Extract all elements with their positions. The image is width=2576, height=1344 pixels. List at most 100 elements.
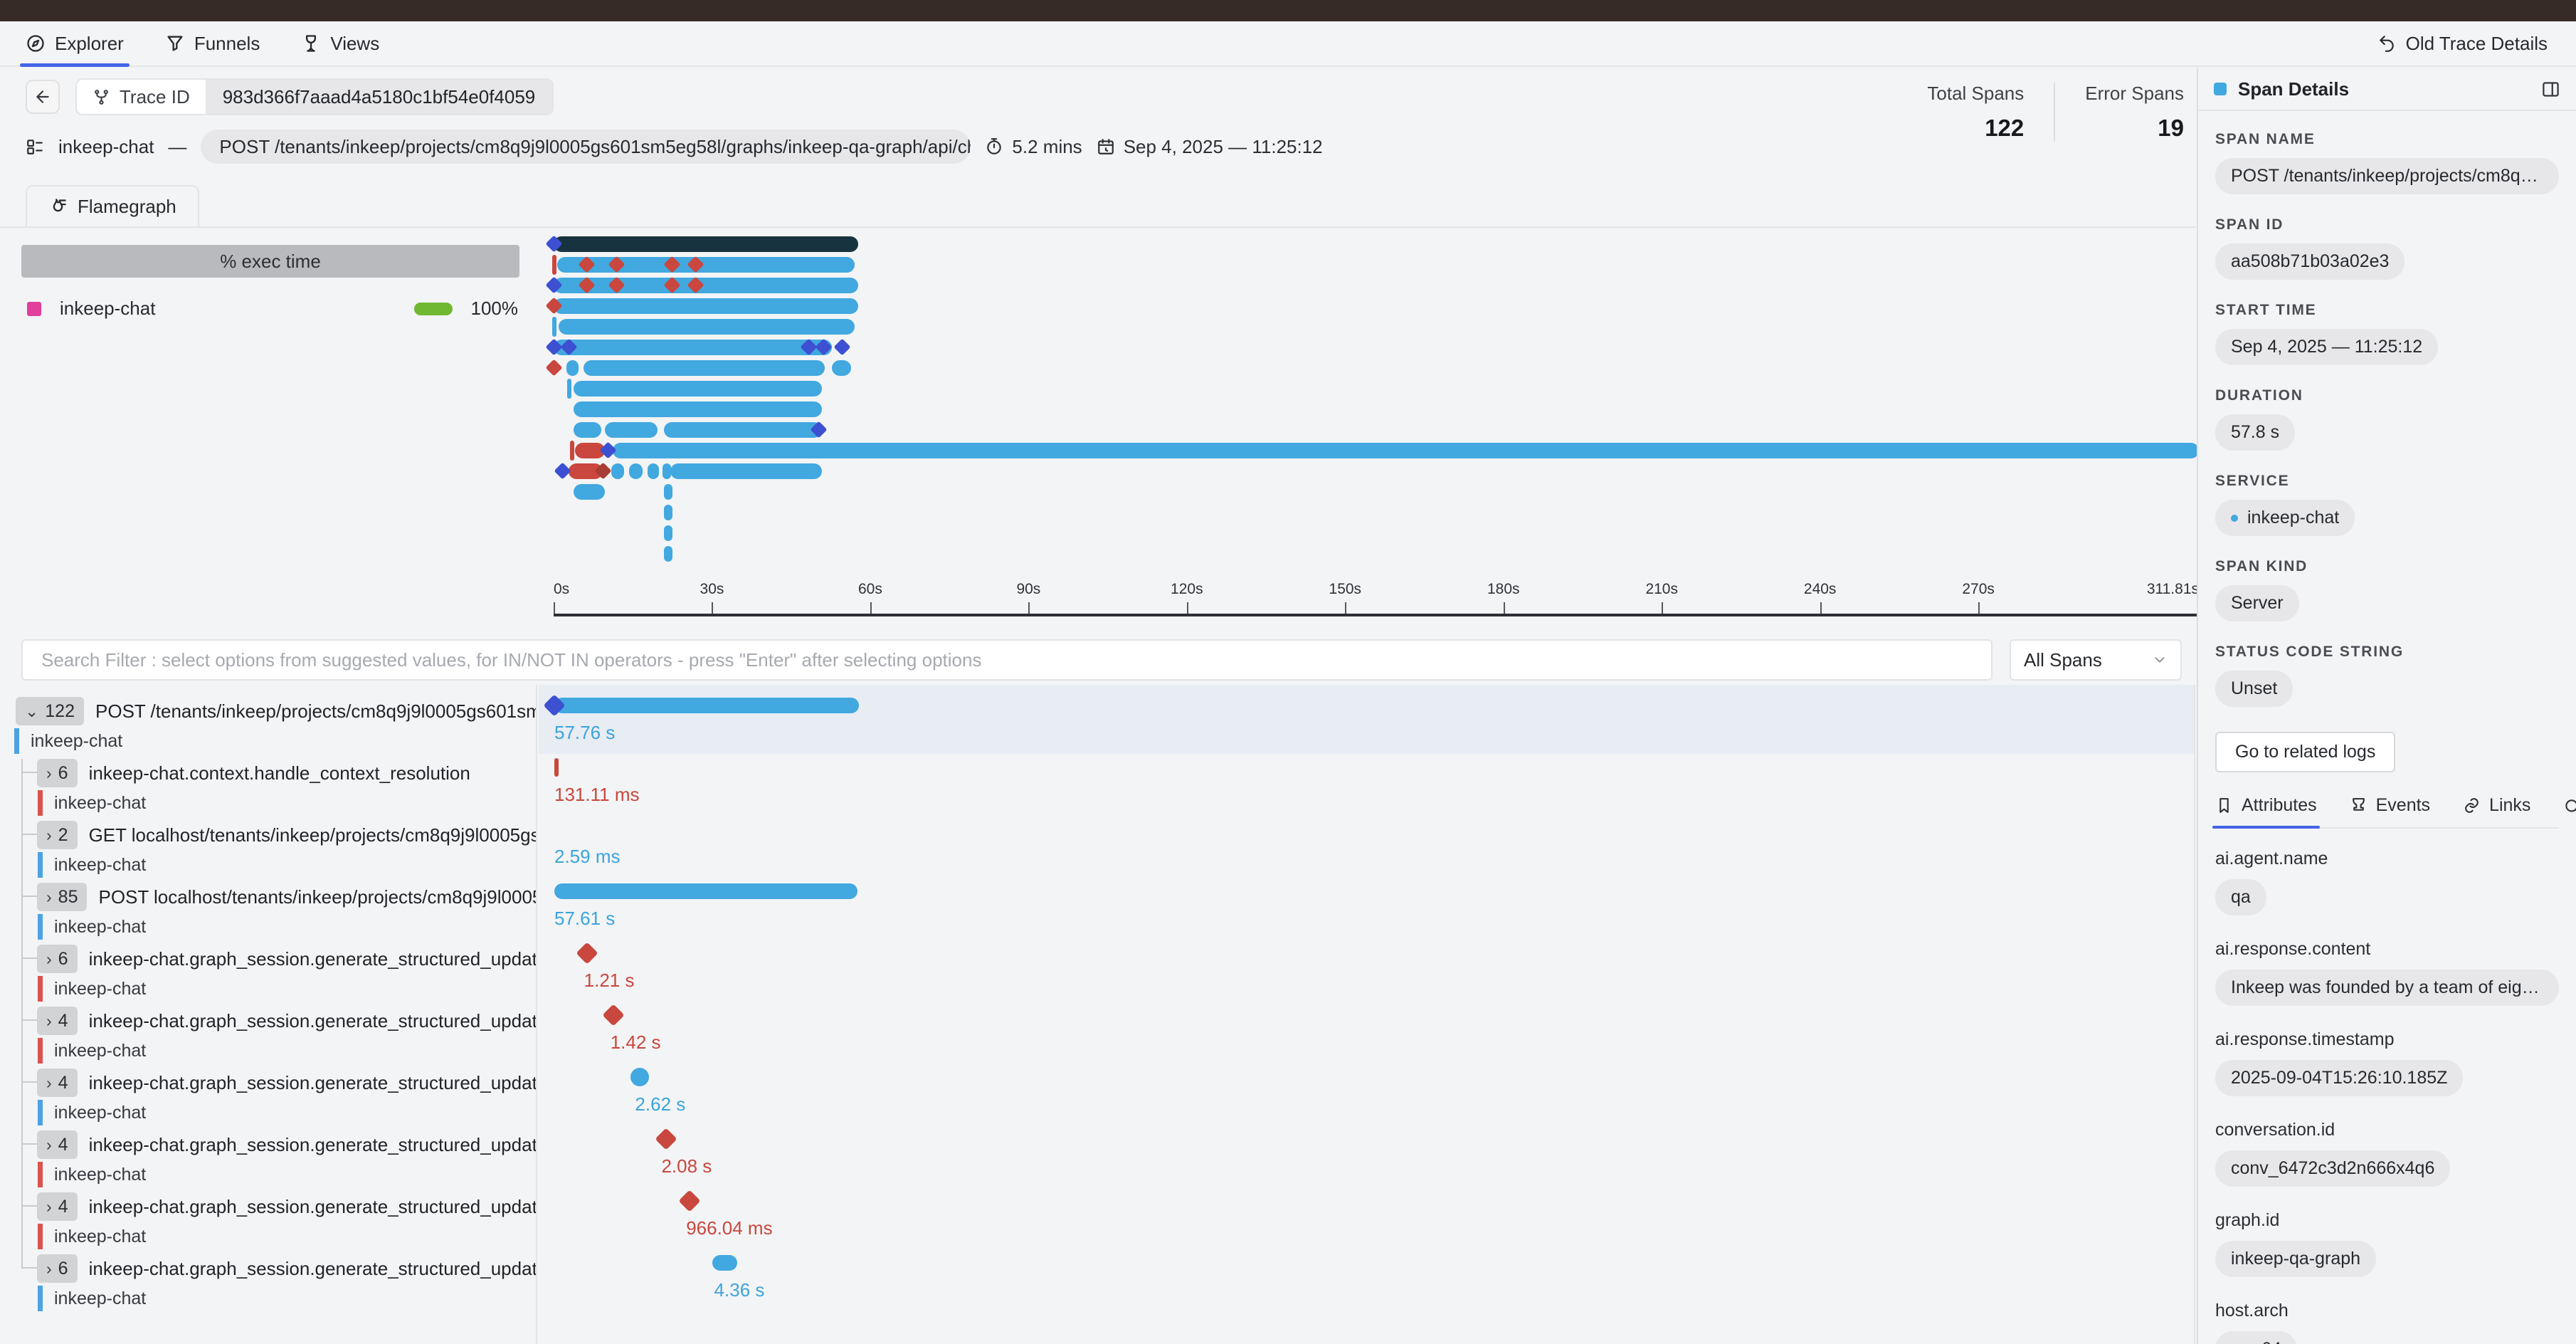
compass-icon bbox=[26, 33, 46, 53]
span-count-chip[interactable]: › 4 bbox=[37, 1192, 78, 1221]
span-duration-label: 4.36 s bbox=[714, 1279, 765, 1301]
error-span-marker[interactable] bbox=[678, 1190, 701, 1212]
field-value-chip[interactable]: aa508b71b03a02e3 bbox=[2215, 243, 2405, 280]
error-span-marker[interactable] bbox=[655, 1128, 677, 1150]
flamegraph-row[interactable] bbox=[554, 505, 2199, 520]
error-span-marker[interactable] bbox=[602, 1004, 625, 1027]
service-legend-row[interactable]: inkeep-chat 100% bbox=[27, 298, 518, 320]
flamegraph-row[interactable] bbox=[554, 441, 2199, 461]
flamegraph-row[interactable] bbox=[552, 317, 2199, 337]
trace-id-chip[interactable]: Trace ID 983d366f7aaad4a5180c1bf54e0f405… bbox=[75, 78, 554, 115]
axis-tick-label: 311.81s bbox=[2146, 581, 2199, 597]
attribute-value-chip[interactable]: conv_6472c3d2n666x4q6 bbox=[2215, 1150, 2451, 1187]
field-value-chip[interactable]: POST /tenants/inkeep/projects/cm8q9j... bbox=[2215, 158, 2559, 194]
field-value-chip[interactable]: 57.8 s bbox=[2215, 414, 2296, 451]
fork-icon bbox=[93, 88, 110, 106]
go-to-related-logs-button[interactable]: Go to related logs bbox=[2215, 732, 2396, 772]
span-count-chip[interactable]: › 4 bbox=[37, 1130, 78, 1159]
span-scope-select[interactable]: All Spans bbox=[2010, 639, 2182, 681]
tiny-duration-tick[interactable] bbox=[554, 758, 559, 777]
root-endpoint-chip[interactable]: POST /tenants/inkeep/projects/cm8q9j9l00… bbox=[201, 130, 971, 164]
attribute-value-chip[interactable]: Inkeep was founded by a team of eigh... bbox=[2215, 970, 2559, 1006]
field-label: SPAN KIND bbox=[2215, 558, 2308, 574]
flamegraph-row[interactable] bbox=[545, 297, 2199, 315]
field-value-chip[interactable]: inkeep-chat bbox=[2215, 500, 2355, 536]
flamegraph-row[interactable] bbox=[554, 401, 2199, 417]
attribute-value-chip[interactable]: arm64 bbox=[2215, 1331, 2297, 1344]
span-tree-row[interactable]: › 85 POST localhost/tenants/inkeep/project… bbox=[0, 881, 536, 913]
span-count-chip[interactable]: › 85 bbox=[37, 883, 88, 911]
back-button[interactable] bbox=[26, 80, 60, 114]
panel-right-icon[interactable] bbox=[2541, 80, 2560, 99]
arrow-left-icon bbox=[33, 88, 52, 106]
flamegraph-row[interactable] bbox=[554, 379, 2199, 399]
span-count-chip[interactable]: › 2 bbox=[37, 821, 78, 849]
flamegraph-row[interactable] bbox=[545, 276, 2199, 294]
span-tree-row[interactable]: › 4 inkeep-chat.graph_session.generate_str… bbox=[0, 1066, 536, 1099]
span-tree-row[interactable]: › 2 GET localhost/tenants/inkeep/projects/… bbox=[0, 819, 536, 851]
details-tab-events[interactable]: Events bbox=[2350, 795, 2430, 827]
span-count-chip[interactable]: ⌄ 122 bbox=[16, 697, 84, 725]
span-waterfall: 57.76 s 131.11 ms 2.59 ms 57.61 s 1.21 s 1.42… bbox=[539, 685, 2195, 1344]
tab-funnels[interactable]: Funnels bbox=[165, 21, 260, 65]
span-tree-row[interactable]: › 6 inkeep-chat.graph_session.generate_str… bbox=[0, 943, 536, 975]
flamegraph-row[interactable] bbox=[545, 338, 2199, 356]
span-tree-row[interactable]: › 6 inkeep-chat.graph_session.generate_str… bbox=[0, 1252, 536, 1285]
field-value-chip[interactable]: Unset bbox=[2215, 671, 2293, 707]
tab-explorer[interactable]: Explorer bbox=[20, 21, 130, 67]
axis-tick-label: 120s bbox=[1171, 581, 1203, 597]
span-count-chip[interactable]: › 6 bbox=[37, 945, 78, 973]
axis-tick bbox=[1662, 602, 1664, 615]
details-tab-attributes[interactable]: Attributes bbox=[2212, 795, 2320, 829]
attribute-value-chip[interactable]: qa bbox=[2215, 879, 2266, 915]
attributes-search-icon[interactable] bbox=[2563, 797, 2576, 827]
attribute-value-chip[interactable]: inkeep-qa-graph bbox=[2215, 1241, 2377, 1277]
duration-bar[interactable] bbox=[554, 883, 857, 899]
flamegraph-row[interactable] bbox=[552, 255, 2199, 275]
span-count-chip[interactable]: › 6 bbox=[37, 1254, 78, 1283]
span-service-label: inkeep-chat bbox=[38, 790, 146, 816]
span-tree-row[interactable]: ⌄ 122 POST /tenants/inkeep/projects/cm8q9j… bbox=[0, 695, 536, 728]
duration-bar[interactable] bbox=[554, 698, 860, 713]
duration-bar[interactable] bbox=[712, 1255, 737, 1271]
flamegraph-row[interactable] bbox=[545, 359, 2199, 377]
flamegraph-row[interactable] bbox=[554, 484, 2199, 500]
flamegraph-canvas[interactable] bbox=[545, 235, 2199, 569]
old-trace-details-link[interactable]: Old Trace Details bbox=[2377, 33, 2548, 55]
field-label: START TIME bbox=[2215, 302, 2317, 318]
axis-tick bbox=[1345, 602, 1347, 615]
child-span-count: 2 bbox=[58, 824, 68, 845]
tab-views[interactable]: Views bbox=[301, 21, 379, 65]
span-tree-row[interactable]: › 4 inkeep-chat.graph_session.generate_str… bbox=[0, 1190, 536, 1223]
span-dot-marker[interactable] bbox=[630, 1068, 650, 1086]
span-count-chip[interactable]: › 4 bbox=[37, 1007, 78, 1035]
flamegraph-row[interactable] bbox=[554, 421, 2199, 439]
error-span-marker[interactable] bbox=[576, 942, 598, 965]
flamegraph-row[interactable] bbox=[554, 546, 2199, 562]
search-filter-input[interactable] bbox=[23, 641, 1991, 679]
span-tree-row[interactable]: › 4 inkeep-chat.graph_session.generate_str… bbox=[0, 1128, 536, 1161]
service-tree-icon bbox=[26, 137, 44, 156]
child-span-count: 6 bbox=[58, 948, 68, 969]
field-label: SPAN NAME bbox=[2215, 131, 2316, 147]
flamegraph-row[interactable] bbox=[545, 235, 2199, 253]
flamegraph-row[interactable] bbox=[554, 525, 2199, 541]
span-tree-row[interactable]: › 6 inkeep-chat.context.handle_context_res… bbox=[0, 757, 536, 789]
chevron-right-icon: › bbox=[46, 825, 52, 844]
axis-tick-label: 60s bbox=[857, 581, 882, 597]
exec-time-header[interactable]: % exec time bbox=[21, 245, 519, 278]
span-service-label: inkeep-chat bbox=[38, 852, 146, 878]
details-tab-links[interactable]: Links bbox=[2463, 795, 2530, 827]
attribute-value-chip[interactable]: 2025-09-04T15:26:10.185Z bbox=[2215, 1060, 2464, 1096]
span-tree-row[interactable]: › 4 inkeep-chat.graph_session.generate_str… bbox=[0, 1004, 536, 1037]
span-bar bbox=[554, 236, 858, 252]
field-value-chip[interactable]: Sep 4, 2025 — 11:25:12 bbox=[2215, 329, 2439, 365]
flamegraph-row[interactable] bbox=[554, 462, 2199, 480]
tab-flamegraph[interactable]: Flamegraph bbox=[26, 185, 199, 226]
span-bar bbox=[663, 505, 672, 520]
tree-connector-horizontal bbox=[21, 1019, 37, 1021]
span-count-chip[interactable]: › 6 bbox=[37, 759, 78, 787]
field-value-chip[interactable]: Server bbox=[2215, 585, 2299, 621]
span-count-chip[interactable]: › 4 bbox=[37, 1069, 78, 1097]
